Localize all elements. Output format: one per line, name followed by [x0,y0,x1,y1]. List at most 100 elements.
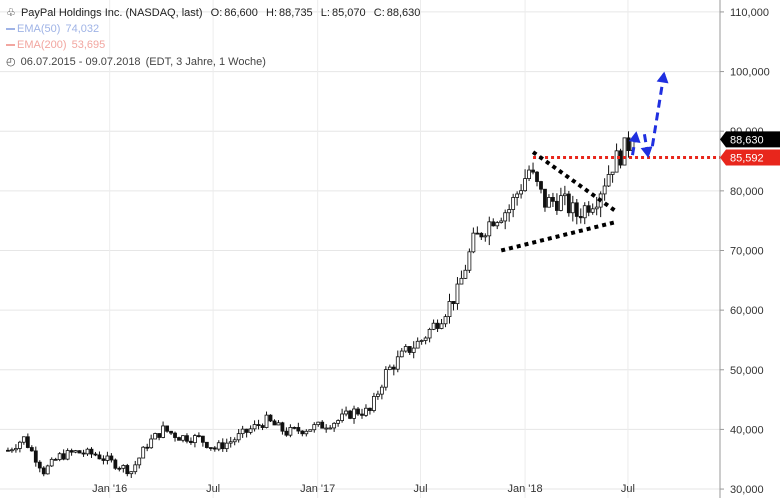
y-tick-label: 40,000 [730,424,764,436]
candle-down [296,427,301,432]
y-tick-label: 80,000 [730,186,764,198]
y-tick-label: 100,000 [730,67,770,79]
candle-down [256,424,261,426]
candle-up [582,205,587,219]
y-axis-ticks: 30,00040,00050,00060,00070,00080,00090,0… [720,7,770,496]
candle-up [236,433,241,441]
candle-down [539,181,543,190]
candle-up [336,420,341,424]
arrow-large-up-head [656,71,669,84]
candle-down [196,435,201,437]
candle-down [320,421,325,429]
x-tick-label: Jan '18 [508,483,543,495]
candle-up [562,193,567,197]
candle-up [519,190,524,195]
candle-up [161,425,165,438]
price-tags: 88,630 85,592 [720,131,780,166]
ema200-legend[interactable]: EMA(200) 53,695 [6,39,107,51]
candle-down [491,221,496,227]
candle-up [622,137,627,166]
candle-up [240,428,245,435]
candle-up [590,208,595,213]
candle-up [395,356,400,370]
candle-down [173,432,177,438]
last-price-tag-bg [720,131,780,148]
resistance-tag-label: 85,592 [730,152,764,164]
candle-down [101,458,106,461]
candle-up [507,209,512,214]
candle-down [356,408,360,415]
candle-up [455,283,460,305]
candle-down [29,447,34,452]
candle-down [165,425,169,432]
candle-down [300,430,305,435]
x-axis-ticks: Jan '16 Jul Jan '17 Jul Jan '18 Jul [92,483,635,495]
candle-down [109,455,114,461]
arrow-large-up-shaft [650,71,666,147]
candle-down [360,413,364,416]
candlestick-series [6,131,635,478]
candle-down [435,322,440,329]
candle-up [523,178,527,192]
range-info: (EDT, 3 Jahre, 1 Woche) [145,56,266,68]
y-tick-label: 60,000 [730,305,764,317]
candle-down [578,216,583,219]
candle-up [610,171,615,175]
candle-down [89,448,94,455]
candle-down [208,447,213,449]
candle-up [276,422,281,426]
y-tick-label: 70,000 [730,245,764,257]
candle-down [33,450,38,463]
candle-up [328,427,333,430]
candle-up [216,442,221,450]
close-value: 88,630 [386,7,421,19]
candle-down [407,346,412,353]
candle-up [248,428,253,433]
candle-up [399,350,404,358]
candle-up [471,232,476,253]
candle-down [479,232,484,238]
candle-up [503,212,508,222]
candle-up [483,235,488,238]
grid-lines [0,0,720,498]
candle-up [288,427,293,436]
candle-up [431,322,436,330]
candle-down [53,458,58,461]
ema50-legend[interactable]: EMA(50) 74,032 [6,23,101,35]
candle-down [566,193,571,214]
candle-down [451,301,456,305]
candle-up [487,221,492,237]
candle-up [228,441,233,444]
candle-down [189,440,193,444]
candle-down [292,427,297,429]
ema200-value: 53,695 [71,39,106,51]
chart-type-icon[interactable]: ♧ [6,7,16,19]
high-value: 88,735 [279,7,313,19]
candle-up [614,150,619,173]
candle-up [467,251,472,271]
candle-up [606,174,611,187]
candle-up [105,455,110,461]
candle-up [463,269,468,279]
candle-up [511,197,516,210]
candle-up [515,193,520,198]
ema200-swatch [6,44,15,47]
candle-up [264,414,269,428]
ema50-swatch [6,28,15,31]
candle-up [594,206,599,210]
arrow-small-up-head [628,131,641,144]
candle-down [113,459,118,469]
candle-up [379,386,384,395]
candle-up [129,471,134,475]
candle-up [364,407,368,416]
candle-up [49,458,54,467]
candle-up [352,408,356,419]
candle-up [10,449,14,452]
candle-up [570,202,575,214]
candle-down [586,205,591,213]
resistance-tag-bg [720,149,780,166]
candle-down [204,441,209,448]
x-tick-label: Jul [413,483,427,495]
candle-down [41,467,46,475]
